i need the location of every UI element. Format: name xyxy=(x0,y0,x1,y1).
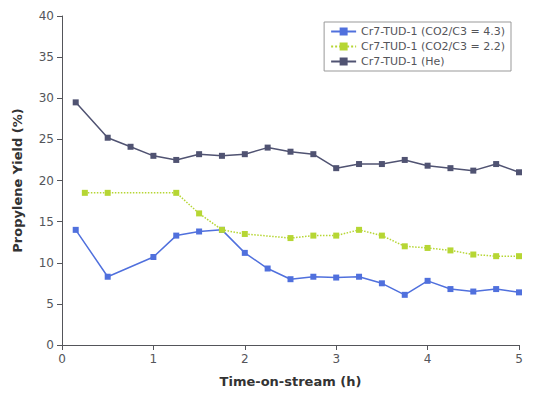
svg-text:2: 2 xyxy=(241,352,249,366)
svg-text:Cr7-TUD-1 (He): Cr7-TUD-1 (He) xyxy=(361,55,445,68)
svg-text:30: 30 xyxy=(39,91,54,105)
svg-text:Cr7-TUD-1 (CO2/C3 = 2.2): Cr7-TUD-1 (CO2/C3 = 2.2) xyxy=(361,40,505,53)
svg-text:0: 0 xyxy=(58,352,66,366)
svg-text:Cr7-TUD-1 (CO2/C3 = 4.3): Cr7-TUD-1 (CO2/C3 = 4.3) xyxy=(361,25,505,38)
svg-text:25: 25 xyxy=(39,132,54,146)
svg-text:1: 1 xyxy=(150,352,158,366)
svg-text:35: 35 xyxy=(39,50,54,64)
svg-text:Propylene Yield (%): Propylene Yield (%) xyxy=(10,108,25,252)
svg-text:40: 40 xyxy=(39,9,54,23)
svg-text:15: 15 xyxy=(39,215,54,229)
svg-text:10: 10 xyxy=(39,256,54,270)
svg-text:5: 5 xyxy=(515,352,523,366)
svg-text:4: 4 xyxy=(424,352,432,366)
svg-text:20: 20 xyxy=(39,174,54,188)
svg-text:3: 3 xyxy=(332,352,340,366)
svg-text:0: 0 xyxy=(46,338,54,352)
svg-text:5: 5 xyxy=(46,297,54,311)
svg-text:Time-on-stream (h): Time-on-stream (h) xyxy=(220,374,362,389)
